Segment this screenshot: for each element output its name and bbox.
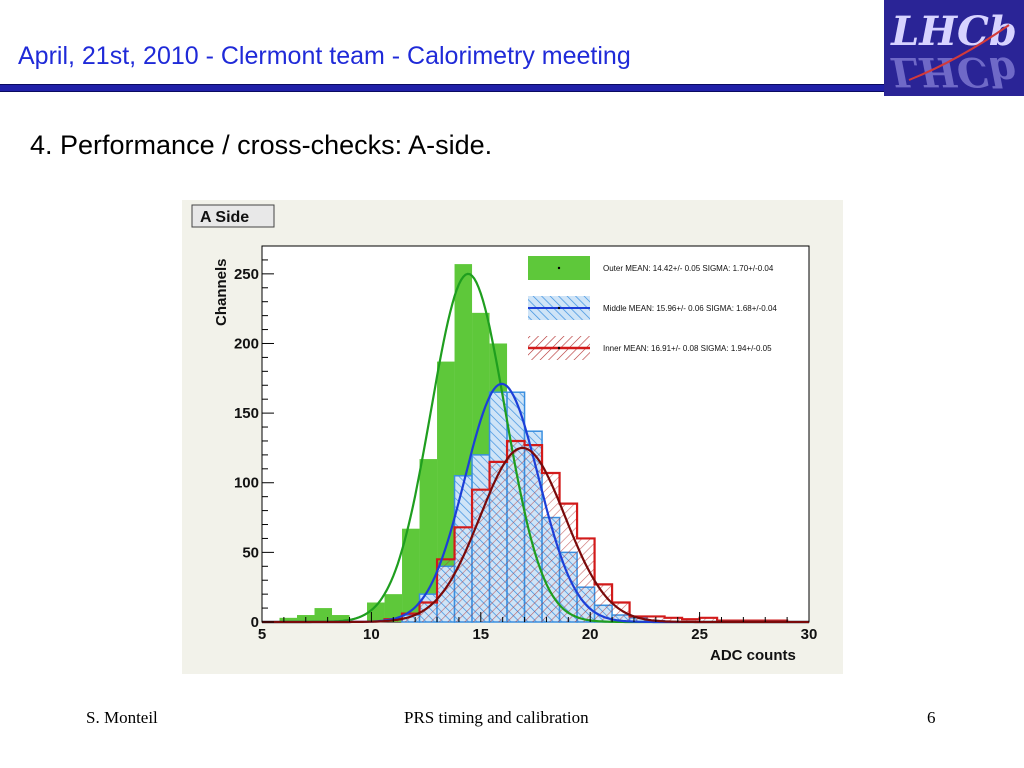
histogram-chart: 5 10 15 20 25 30 0 50 100 150 200 250 Outer MEAN: 1… (191, 204, 818, 664)
lhcb-logo: LHCb LHCb (884, 0, 1024, 96)
outer-bin (384, 594, 403, 622)
inner-fit-curve (262, 446, 809, 624)
footer-author: S. Monteil (86, 708, 158, 727)
outer-bin (402, 528, 420, 622)
y-tick-label: 50 (242, 544, 259, 561)
outer-bin (332, 615, 350, 622)
inner-bin (402, 613, 420, 622)
footer-topic: PRS timing and calibration (404, 708, 589, 727)
slide-heading: 4. Performance / cross-checks: A-side. (30, 130, 493, 160)
header-rule (0, 84, 884, 92)
outer-legend-label: Outer MEAN: 14.42+/- 0.05 SIGMA: 1.70+/-… (603, 264, 774, 273)
inner-legend-marker (557, 346, 561, 350)
x-tick-label: 10 (363, 626, 380, 643)
logo-swoosh-icon (908, 24, 1010, 81)
y-tick-label: 250 (234, 266, 259, 283)
header-title: April, 21st, 2010 - Clermont team - Calo… (18, 42, 631, 70)
inner-bin (437, 559, 455, 622)
middle-legend-label: Middle MEAN: 15.96+/- 0.06 SIGMA: 1.68+/… (603, 304, 777, 313)
inner-bin (629, 616, 648, 622)
inner-bin (699, 617, 718, 622)
y-tick-label: 150 (234, 405, 259, 422)
x-tick-label: 5 (258, 626, 266, 643)
inner-bin (594, 584, 613, 622)
y-tick-label: 200 (234, 335, 259, 352)
x-axis-label: ADC counts (710, 647, 796, 664)
inner-legend-label: Inner MEAN: 16.91+/- 0.08 SIGMA: 1.94+/-… (603, 344, 772, 353)
chart-title-box (191, 204, 275, 228)
inner-bin (577, 538, 595, 622)
x-tick-label: 15 (472, 626, 489, 643)
page-number: 6 (927, 708, 936, 727)
y-tick-label: 0 (251, 614, 259, 631)
outer-bin (279, 617, 298, 622)
logo-text: LHCb (891, 8, 1017, 55)
outer-legend-marker (557, 266, 561, 270)
inner-bin (682, 619, 700, 622)
outer-bin (314, 608, 333, 622)
inner-bin (524, 445, 543, 622)
inner-bin (472, 489, 490, 622)
x-tick-label: 25 (691, 626, 708, 643)
inner-bin (419, 602, 438, 622)
y-tick-label: 100 (234, 475, 259, 492)
chart-panel: 5 10 15 20 25 30 0 50 100 150 200 250 Outer MEAN: 1… (182, 200, 843, 674)
inner-bin (664, 617, 683, 622)
y-axis-label: Channels (213, 258, 230, 326)
x-tick-label: 20 (582, 626, 599, 643)
inner-bin (489, 461, 508, 622)
middle-legend-marker (557, 306, 561, 310)
inner-bin (454, 527, 473, 622)
chart-title: A Side (200, 209, 249, 226)
x-tick-label: 30 (801, 626, 818, 643)
